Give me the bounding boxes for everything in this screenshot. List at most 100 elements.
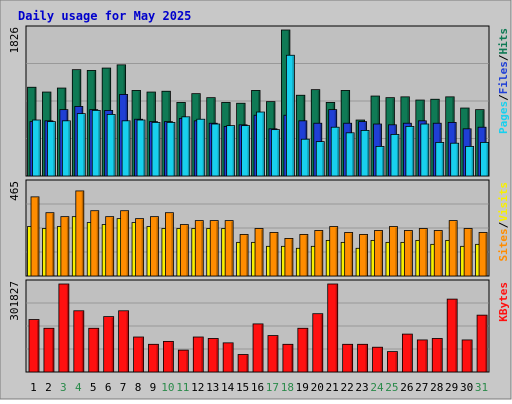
bar-kbytes-day-17-body (267, 335, 279, 373)
x-tick-label-day-9: 9 (150, 381, 157, 394)
bar-kbytes-day-20-body (312, 313, 324, 373)
bar-sites-day-31-body (478, 232, 488, 277)
bar-kbytes-day-20-shade (320, 314, 323, 372)
bar-sites-day-24-body (374, 230, 383, 277)
bar-pages-day-17 (271, 129, 280, 177)
ymax-label-hits-files-pages: 1826 (8, 27, 21, 54)
x-tick-label-day-16: 16 (251, 381, 264, 394)
bar-pages-day-2-body (47, 121, 56, 177)
bar-pages-day-13 (211, 123, 221, 177)
bar-sites-day-16-body (254, 228, 264, 277)
bar-sites-day-18-body (284, 238, 294, 277)
bar-kbytes-day-16-shade (261, 324, 263, 372)
bar-sites-day-2-shade (51, 213, 54, 276)
panel-visits-sites: 465 Sites/Visits (8, 179, 510, 277)
bar-kbytes-day-21-shade (335, 285, 338, 372)
bar-kbytes-day-3-body (58, 283, 70, 373)
bar-sites-day-2 (45, 212, 55, 277)
bar-kbytes-day-31 (476, 314, 488, 373)
bar-kbytes-day-11-body (177, 349, 189, 373)
bar-kbytes-day-18-body (282, 343, 294, 373)
bar-sites-day-11-body (179, 224, 189, 277)
bar-kbytes-day-5-body (88, 327, 100, 373)
bar-sites-day-9-body (150, 216, 159, 277)
bar-kbytes-day-15-shade (246, 355, 248, 372)
bar-pages-day-5-body (91, 110, 101, 177)
bar-sites-day-22 (344, 232, 354, 277)
bar-pages-day-3 (61, 120, 71, 177)
bar-pages-day-19-body (300, 138, 310, 177)
bar-kbytes-day-10 (163, 340, 174, 373)
bar-pages-day-29-shade (456, 144, 459, 176)
bar-sites-day-19-shade (305, 235, 308, 276)
bar-pages-day-19 (300, 138, 310, 177)
bar-sites-day-29 (448, 220, 458, 277)
bar-sites-day-21-body (329, 226, 339, 277)
bar-pages-day-2 (47, 121, 56, 177)
bar-kbytes-day-3 (58, 283, 70, 373)
bar-pages-day-23-shade (367, 131, 369, 176)
bar-kbytes-day-23-shade (365, 345, 368, 372)
bar-sites-day-13-shade (216, 221, 218, 276)
bar-kbytes-day-21-body (327, 283, 339, 373)
bar-kbytes-day-26 (401, 333, 413, 373)
bar-sites-day-16 (254, 228, 264, 277)
bar-pages-day-10-body (166, 122, 176, 177)
bar-pages-day-7-shade (128, 121, 130, 176)
bar-sites-day-4-shade (81, 191, 84, 276)
bar-pages-day-21-body (330, 126, 340, 177)
bar-sites-day-10-shade (171, 213, 173, 276)
bar-pages-day-29 (450, 142, 460, 177)
legend-item-visits: Visits (497, 182, 510, 222)
ymax-label-kbytes: 301827 (8, 281, 21, 321)
bar-pages-day-9 (151, 122, 161, 177)
bar-sites-day-7-body (120, 210, 130, 277)
bar-sites-day-4-body (75, 190, 85, 277)
x-tick-label-day-26: 26 (400, 381, 413, 394)
bar-pages-day-18 (286, 54, 295, 177)
bar-kbytes-day-2 (43, 327, 55, 373)
bar-pages-day-4-shade (83, 114, 85, 176)
bar-pages-day-16 (256, 111, 265, 177)
bar-pages-day-11-body (181, 116, 191, 177)
bar-pages-day-13-shade (217, 125, 220, 176)
bar-kbytes-day-29-shade (455, 300, 457, 372)
bar-sites-day-5-shade (96, 211, 99, 276)
x-tick-label-day-5: 5 (90, 381, 97, 394)
bar-kbytes-day-7-shade (126, 311, 129, 372)
x-tick-label-day-7: 7 (120, 381, 127, 394)
bar-sites-day-28-shade (440, 231, 442, 276)
bar-kbytes-day-8 (133, 336, 144, 373)
bar-sites-day-5 (90, 210, 100, 277)
bar-kbytes-day-13-shade (216, 339, 218, 372)
bar-pages-day-3-shade (68, 121, 70, 176)
bar-kbytes-day-1 (28, 319, 40, 373)
bar-sites-day-1-body (30, 196, 40, 277)
bar-kbytes-day-13-body (207, 338, 219, 373)
bar-pages-day-16-body (256, 111, 265, 177)
bar-pages-day-25 (390, 134, 400, 177)
bar-pages-day-30-body (465, 146, 475, 177)
bar-kbytes-day-17-shade (275, 336, 278, 372)
x-tick-label-day-11: 11 (176, 381, 189, 394)
bar-pages-day-17-body (271, 129, 280, 177)
bar-sites-day-3 (60, 216, 70, 277)
bar-pages-day-7-body (121, 120, 131, 177)
bar-pages-day-11-shade (187, 117, 190, 176)
bar-kbytes-day-28 (431, 338, 443, 373)
bar-kbytes-day-31-body (476, 314, 488, 373)
bar-kbytes-day-11-shade (186, 351, 188, 372)
legend-item-kbytes: KBytes (497, 282, 510, 322)
bar-sites-day-25-body (389, 226, 398, 277)
bars-kbytes (28, 283, 488, 373)
bar-pages-day-15-shade (247, 126, 250, 176)
x-tick-label-day-23: 23 (355, 381, 368, 394)
bar-sites-day-25-shade (395, 227, 397, 276)
bar-sites-day-15-body (239, 234, 249, 277)
x-tick-label-day-12: 12 (191, 381, 204, 394)
bar-sites-day-18-shade (290, 239, 293, 276)
x-tick-label-day-30: 30 (460, 381, 473, 394)
bar-sites-day-22-body (344, 232, 354, 277)
bar-pages-day-12 (196, 118, 206, 177)
